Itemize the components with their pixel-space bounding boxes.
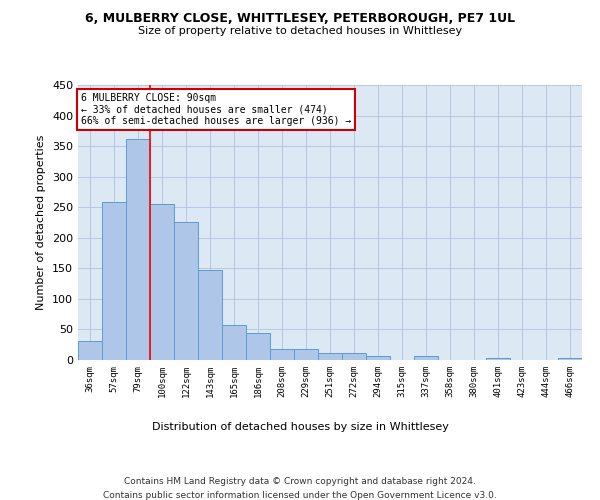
Text: 6, MULBERRY CLOSE, WHITTLESEY, PETERBOROUGH, PE7 1UL: 6, MULBERRY CLOSE, WHITTLESEY, PETERBORO…: [85, 12, 515, 26]
Bar: [270, 349, 294, 360]
Bar: [366, 356, 390, 360]
Bar: [78, 341, 102, 360]
Text: Contains HM Land Registry data © Crown copyright and database right 2024.: Contains HM Land Registry data © Crown c…: [124, 478, 476, 486]
Text: Distribution of detached houses by size in Whittlesey: Distribution of detached houses by size …: [152, 422, 448, 432]
Text: Contains public sector information licensed under the Open Government Licence v3: Contains public sector information licen…: [103, 491, 497, 500]
Bar: [222, 325, 246, 360]
Bar: [414, 356, 438, 360]
Bar: [198, 270, 222, 360]
Text: Size of property relative to detached houses in Whittlesey: Size of property relative to detached ho…: [138, 26, 462, 36]
Text: 6 MULBERRY CLOSE: 90sqm
← 33% of detached houses are smaller (474)
66% of semi-d: 6 MULBERRY CLOSE: 90sqm ← 33% of detache…: [80, 93, 351, 126]
Bar: [486, 358, 510, 360]
Bar: [342, 354, 366, 360]
Y-axis label: Number of detached properties: Number of detached properties: [37, 135, 46, 310]
Bar: [150, 204, 174, 360]
Bar: [294, 349, 318, 360]
Bar: [174, 222, 198, 360]
Bar: [318, 354, 342, 360]
Bar: [102, 202, 126, 360]
Bar: [126, 139, 150, 360]
Bar: [558, 358, 582, 360]
Bar: [246, 332, 270, 360]
